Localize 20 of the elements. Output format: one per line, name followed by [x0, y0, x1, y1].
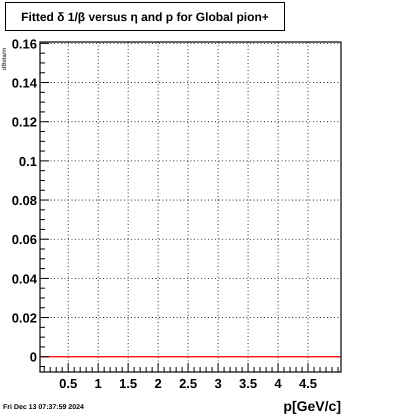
y-tick-label: 0.12: [12, 114, 37, 130]
chart-title: Fitted δ 1/β versus η and p for Global pion+: [21, 10, 269, 24]
x-tick-label: 3.5: [239, 376, 258, 391]
y-tick-label: 0: [30, 350, 37, 365]
x-tick-label: 0.5: [59, 376, 78, 391]
y-tick-label: 0.14: [12, 76, 38, 91]
y-tick-label: 0.02: [12, 310, 37, 326]
y-tick-label: 0.06: [12, 232, 37, 248]
x-tick-label: 4.5: [298, 376, 318, 391]
y-tick-label: 0.1: [18, 154, 37, 169]
x-tick-label: 3: [214, 376, 222, 391]
x-axis-title: p[GeV/c]: [283, 398, 341, 414]
x-tick-label: 4: [274, 376, 282, 391]
y-tick-label: 0.08: [12, 193, 37, 208]
x-tick-label: 1.5: [119, 376, 138, 391]
y-tick-label: 0.16: [12, 36, 37, 52]
x-tick-label: 2: [154, 376, 162, 391]
x-tick-label: 2.5: [179, 376, 198, 391]
y-tick-label: 0.04: [12, 271, 38, 286]
x-tick-label: 1: [94, 376, 102, 391]
